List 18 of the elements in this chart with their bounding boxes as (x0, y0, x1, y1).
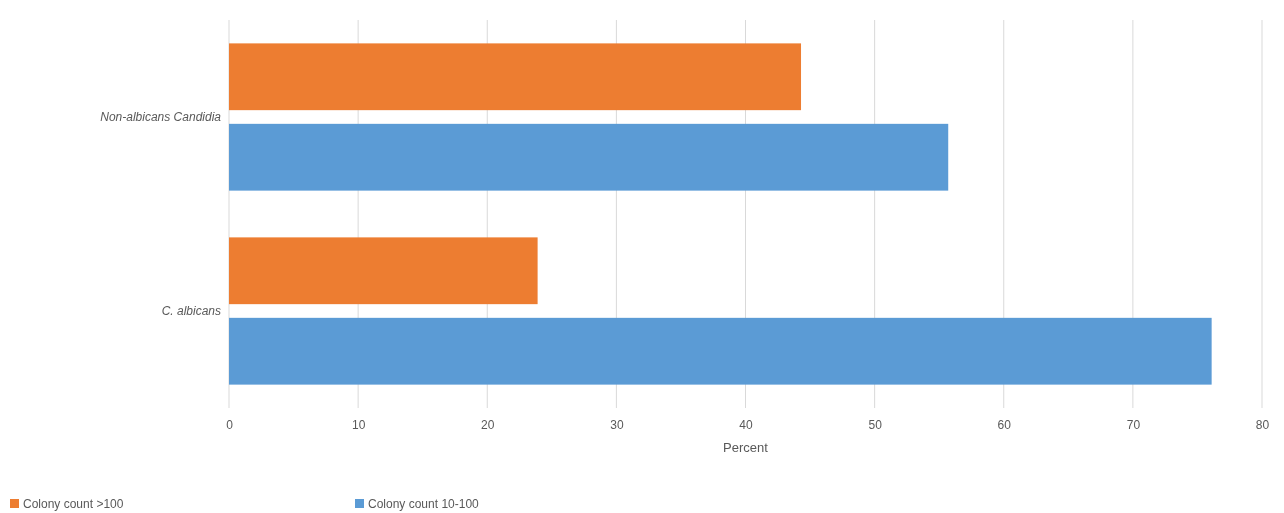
bar (229, 43, 802, 111)
x-tick-label: 40 (739, 417, 753, 432)
x-tick-label: 10 (351, 417, 366, 432)
legend-label: Colony count 10-100 (368, 497, 480, 511)
legend-label: Colony count >100 (23, 497, 124, 511)
bar (229, 123, 949, 191)
x-tick-label: 80 (1255, 417, 1270, 432)
bar (229, 317, 1212, 385)
y-tick-label: C. albicans (161, 304, 221, 318)
x-tick-label: 30 (610, 417, 624, 432)
bar (229, 237, 538, 305)
y-tick-label: Non-albicans Candidia (100, 110, 222, 124)
x-tick-label: 70 (1126, 417, 1141, 432)
x-axis-title: Percent (723, 440, 769, 455)
x-tick-label: 50 (868, 417, 883, 432)
x-tick-label: 60 (997, 417, 1012, 432)
x-tick-label: 0 (226, 417, 234, 432)
x-tick-label: 20 (481, 417, 495, 432)
